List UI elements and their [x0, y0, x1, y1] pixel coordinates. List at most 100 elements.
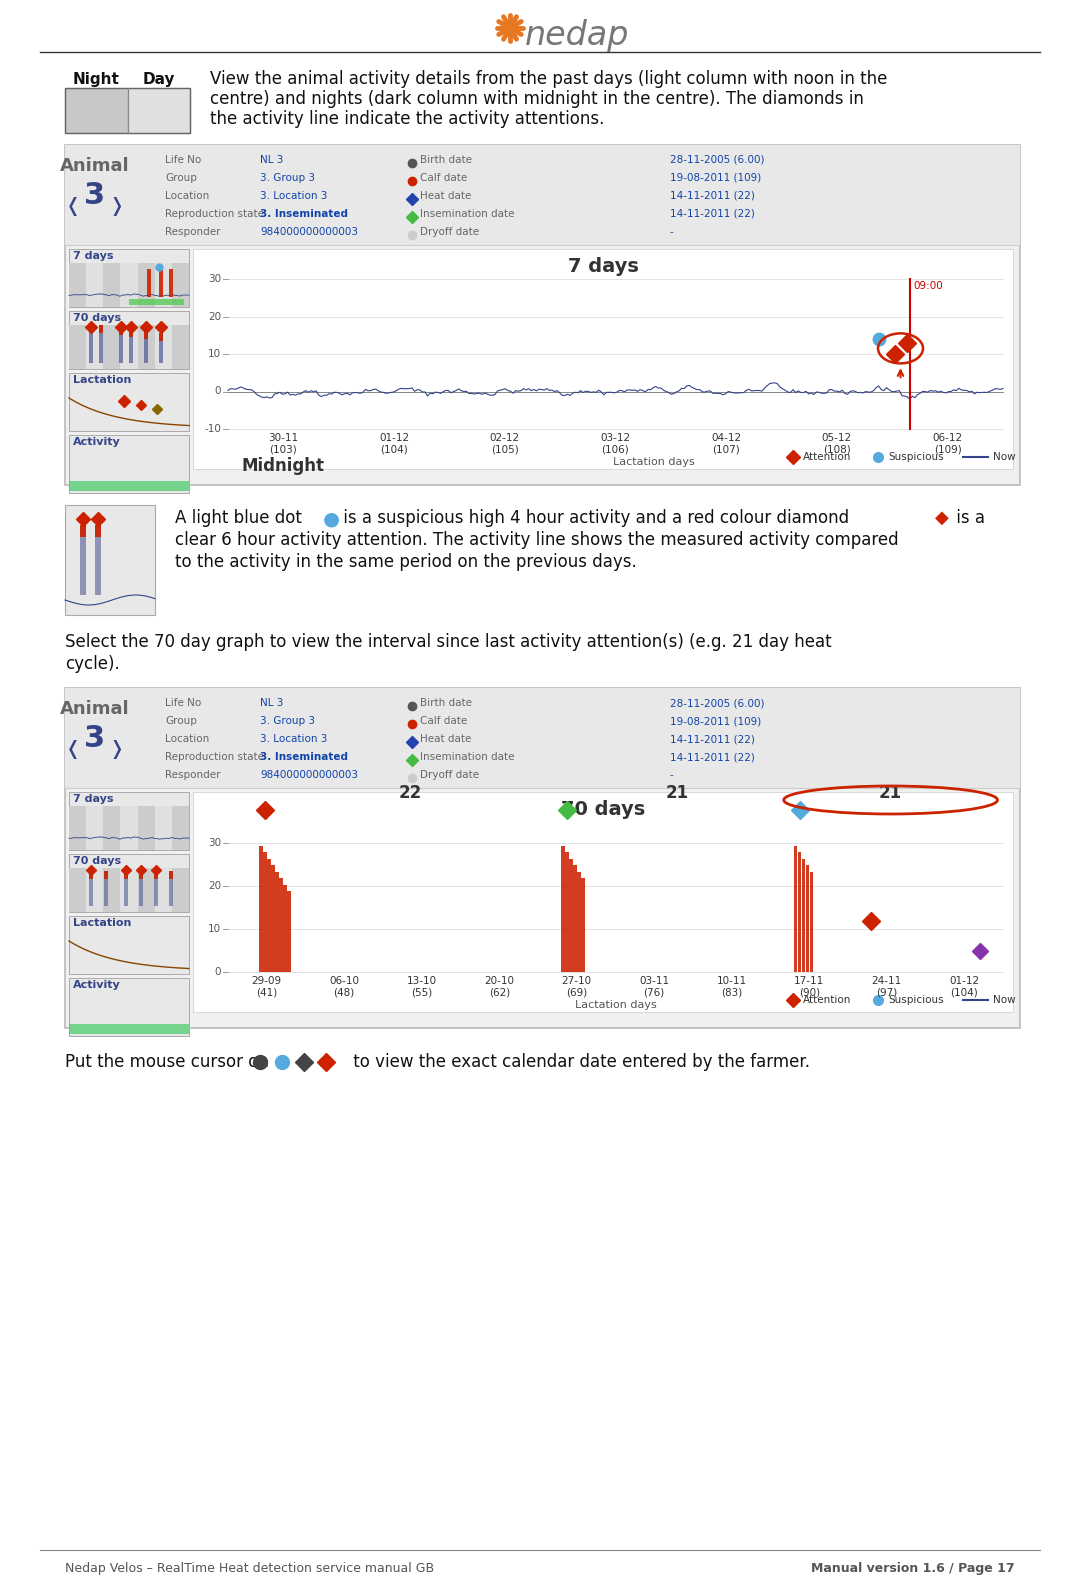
Bar — [89, 872, 93, 907]
Text: 06-12
(109): 06-12 (109) — [933, 433, 962, 455]
Bar — [89, 872, 93, 880]
Text: 13-10
(55): 13-10 (55) — [407, 976, 436, 997]
Bar — [460, 823, 499, 972]
Bar — [69, 372, 189, 431]
Bar — [86, 325, 104, 369]
Bar — [69, 792, 189, 850]
Bar — [69, 311, 189, 369]
Text: Responder: Responder — [165, 227, 220, 238]
Text: Now: Now — [993, 452, 1015, 461]
Bar — [65, 89, 190, 133]
Text: 0: 0 — [215, 387, 221, 396]
Text: Lactation: Lactation — [73, 918, 132, 927]
Text: Lactation days: Lactation days — [575, 1000, 657, 1010]
Bar — [127, 89, 190, 133]
Text: 03-12
(106): 03-12 (106) — [600, 433, 631, 455]
Text: Reproduction state: Reproduction state — [165, 209, 264, 219]
Text: 30: 30 — [207, 274, 221, 284]
Bar — [345, 823, 383, 972]
Bar — [806, 865, 809, 972]
Text: the activity line indicate the activity attentions.: the activity line indicate the activity … — [210, 109, 605, 128]
Bar — [654, 823, 693, 972]
Text: -: - — [670, 770, 674, 780]
Bar — [810, 872, 813, 972]
Text: 3. Group 3: 3. Group 3 — [260, 716, 315, 726]
Text: Group: Group — [165, 173, 197, 182]
Text: 14-11-2011 (22): 14-11-2011 (22) — [670, 734, 755, 743]
Bar — [499, 823, 538, 972]
Bar — [964, 823, 1003, 972]
Bar — [124, 872, 129, 880]
Bar — [104, 869, 121, 911]
Bar — [267, 859, 270, 972]
Bar — [137, 325, 154, 369]
Bar — [69, 807, 86, 850]
Text: 21: 21 — [879, 785, 902, 802]
Text: Attention: Attention — [804, 995, 851, 1005]
Bar — [616, 823, 654, 972]
Bar — [565, 853, 569, 972]
Text: Night: Night — [72, 71, 120, 87]
Bar — [154, 807, 172, 850]
Text: Group: Group — [165, 716, 197, 726]
Text: is a suspicious high 4 hour activity and a red colour diamond: is a suspicious high 4 hour activity and… — [338, 509, 854, 526]
Bar — [69, 916, 189, 975]
Text: 14-11-2011 (22): 14-11-2011 (22) — [670, 192, 755, 201]
Text: 10: 10 — [207, 924, 221, 934]
Text: Location: Location — [165, 192, 210, 201]
Bar — [69, 249, 189, 307]
Bar — [193, 249, 1013, 469]
Bar — [104, 872, 108, 907]
Bar — [283, 279, 339, 430]
Bar — [65, 688, 1020, 788]
Bar — [809, 823, 848, 972]
Bar — [264, 853, 267, 972]
Bar — [154, 869, 172, 911]
Text: Manual version 1.6 / Page 17: Manual version 1.6 / Page 17 — [811, 1561, 1015, 1575]
Text: 03-11
(76): 03-11 (76) — [639, 976, 670, 997]
Text: 28-11-2005 (6.00): 28-11-2005 (6.00) — [670, 155, 765, 165]
Text: is a: is a — [951, 509, 985, 526]
Text: Heat date: Heat date — [420, 734, 471, 743]
Bar — [616, 279, 671, 430]
Bar — [124, 872, 129, 907]
Bar — [794, 846, 797, 972]
Bar — [561, 279, 616, 430]
Bar — [172, 325, 189, 369]
Text: Activity: Activity — [73, 980, 121, 991]
Bar — [121, 263, 137, 307]
Bar — [573, 865, 577, 972]
Bar — [394, 279, 449, 430]
Bar — [168, 872, 173, 907]
Bar — [569, 859, 572, 972]
Text: ◆: ◆ — [935, 509, 949, 526]
Text: ❬: ❬ — [65, 197, 81, 216]
Bar — [65, 506, 156, 615]
Bar — [154, 325, 172, 369]
Text: ❬: ❬ — [65, 740, 81, 759]
Text: 30-11
(103): 30-11 (103) — [268, 433, 298, 455]
Bar — [139, 872, 143, 880]
Text: 70 days: 70 days — [73, 312, 121, 323]
Text: Nedap Velos – RealTime Heat detection service manual GB: Nedap Velos – RealTime Heat detection se… — [65, 1561, 434, 1575]
Bar — [172, 807, 189, 850]
Text: 01-12
(104): 01-12 (104) — [379, 433, 409, 455]
Bar — [193, 792, 1013, 1011]
Bar — [159, 333, 163, 341]
Bar — [887, 823, 926, 972]
Text: Location: Location — [165, 734, 210, 743]
Text: 20: 20 — [207, 312, 221, 322]
Text: 19-08-2011 (109): 19-08-2011 (109) — [670, 173, 761, 182]
Bar — [86, 807, 104, 850]
Text: Calf date: Calf date — [420, 173, 468, 182]
Bar — [65, 144, 1020, 246]
Bar — [119, 327, 123, 363]
Text: Midnight: Midnight — [242, 456, 325, 476]
Text: A light blue dot: A light blue dot — [175, 509, 307, 526]
Text: centre) and nights (dark column with midnight in the centre). The diamonds in: centre) and nights (dark column with mid… — [210, 90, 864, 108]
Text: Insemination date: Insemination date — [420, 751, 514, 762]
Text: 21: 21 — [666, 785, 689, 802]
Text: 0: 0 — [215, 967, 221, 976]
Text: 10: 10 — [207, 349, 221, 358]
Text: -10: -10 — [204, 425, 221, 434]
